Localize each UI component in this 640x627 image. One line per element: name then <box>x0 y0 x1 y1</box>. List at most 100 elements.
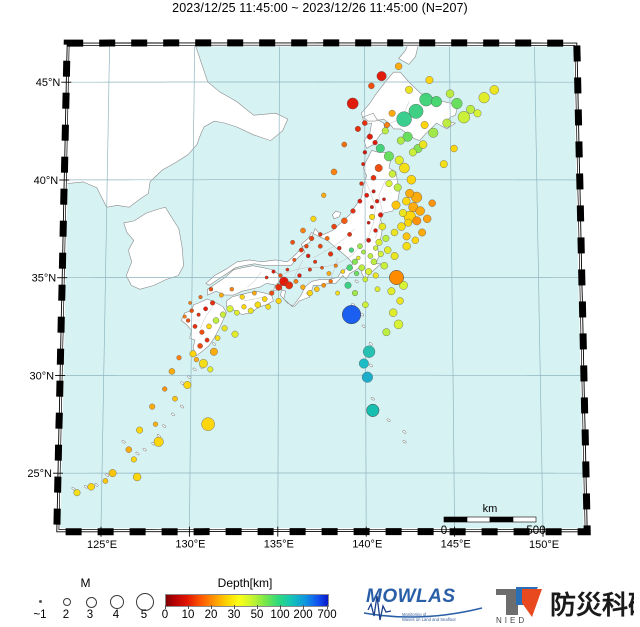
earthquake-marker[interactable] <box>375 143 385 153</box>
earthquake-marker[interactable] <box>442 118 452 128</box>
earthquake-marker[interactable] <box>357 243 363 249</box>
earthquake-marker[interactable] <box>153 436 164 447</box>
earthquake-marker[interactable] <box>381 127 389 135</box>
earthquake-marker[interactable] <box>199 329 205 335</box>
earthquake-marker[interactable] <box>396 136 405 145</box>
earthquake-marker[interactable] <box>341 141 348 148</box>
earthquake-marker[interactable] <box>396 297 404 305</box>
earthquake-marker[interactable] <box>102 478 109 484</box>
earthquake-marker[interactable] <box>285 281 294 290</box>
earthquake-marker[interactable] <box>321 282 327 288</box>
earthquake-marker[interactable] <box>389 308 398 317</box>
earthquake-marker[interactable] <box>423 214 432 223</box>
earthquake-marker[interactable] <box>136 426 144 434</box>
earthquake-marker[interactable] <box>203 306 208 312</box>
earthquake-marker[interactable] <box>331 223 337 230</box>
earthquake-marker[interactable] <box>404 218 413 227</box>
earthquake-marker[interactable] <box>275 283 283 291</box>
earthquake-marker[interactable] <box>344 281 352 289</box>
earthquake-marker[interactable] <box>125 446 133 453</box>
earthquake-marker[interactable] <box>234 309 240 316</box>
earthquake-marker[interactable] <box>415 206 425 216</box>
earthquake-marker[interactable] <box>130 456 137 463</box>
earthquake-marker[interactable] <box>185 318 191 323</box>
earthquake-marker[interactable] <box>313 259 318 264</box>
earthquake-marker[interactable] <box>357 198 363 204</box>
earthquake-marker[interactable] <box>425 76 434 84</box>
earthquake-marker[interactable] <box>430 96 442 108</box>
earthquake-marker[interactable] <box>405 85 413 94</box>
earthquake-marker[interactable] <box>489 85 499 95</box>
earthquake-marker[interactable] <box>412 216 422 226</box>
earthquake-marker[interactable] <box>278 273 283 278</box>
earthquake-marker[interactable] <box>384 246 392 254</box>
earthquake-marker[interactable] <box>385 180 393 188</box>
earthquake-marker[interactable] <box>212 317 220 324</box>
earthquake-marker[interactable] <box>402 232 411 241</box>
earthquake-marker[interactable] <box>394 155 404 165</box>
earthquake-marker[interactable] <box>264 275 269 280</box>
earthquake-marker[interactable] <box>399 209 407 217</box>
earthquake-marker[interactable] <box>378 222 387 231</box>
earthquake-marker[interactable] <box>328 279 333 284</box>
earthquake-marker[interactable] <box>261 296 268 302</box>
earthquake-marker[interactable] <box>252 290 257 296</box>
earthquake-marker[interactable] <box>439 160 448 169</box>
earthquake-marker[interactable] <box>271 269 276 274</box>
earthquake-marker[interactable] <box>300 227 306 234</box>
earthquake-marker[interactable] <box>87 483 95 491</box>
earthquake-marker[interactable] <box>247 307 254 314</box>
earthquake-marker[interactable] <box>351 258 358 265</box>
earthquake-marker[interactable] <box>292 257 297 262</box>
earthquake-marker[interactable] <box>358 358 369 369</box>
earthquake-marker[interactable] <box>304 244 309 249</box>
earthquake-marker[interactable] <box>369 205 374 210</box>
earthquake-marker[interactable] <box>402 242 411 251</box>
earthquake-marker[interactable] <box>229 287 234 292</box>
earthquake-marker[interactable] <box>328 251 334 257</box>
earthquake-marker[interactable] <box>408 148 417 157</box>
earthquake-marker[interactable] <box>418 228 427 237</box>
earthquake-marker[interactable] <box>326 271 332 276</box>
earthquake-marker[interactable] <box>419 92 433 107</box>
earthquake-marker[interactable] <box>402 197 411 206</box>
earthquake-marker[interactable] <box>377 251 384 257</box>
earthquake-marker[interactable] <box>371 189 376 194</box>
earthquake-marker[interactable] <box>192 324 198 329</box>
earthquake-markers[interactable] <box>73 62 499 497</box>
earthquake-marker[interactable] <box>176 355 182 361</box>
earthquake-marker[interactable] <box>387 287 396 296</box>
earthquake-marker[interactable] <box>298 247 304 253</box>
earthquake-marker[interactable] <box>354 270 360 277</box>
earthquake-marker[interactable] <box>210 300 216 306</box>
earthquake-marker[interactable] <box>368 82 375 90</box>
earthquake-marker[interactable] <box>393 183 402 192</box>
earthquake-marker[interactable] <box>317 243 323 249</box>
earthquake-marker[interactable] <box>306 253 311 259</box>
earthquake-marker[interactable] <box>388 109 396 117</box>
earthquake-marker[interactable] <box>402 131 413 142</box>
earthquake-marker[interactable] <box>265 304 271 310</box>
earthquake-marker[interactable] <box>73 489 81 497</box>
earthquake-marker[interactable] <box>220 311 226 318</box>
earthquake-marker[interactable] <box>361 371 373 383</box>
earthquake-marker[interactable] <box>314 286 320 292</box>
earthquake-marker[interactable] <box>466 104 476 114</box>
earthquake-marker[interactable] <box>275 297 282 304</box>
earthquake-marker[interactable] <box>318 232 323 237</box>
earthquake-marker[interactable] <box>206 323 212 330</box>
earthquake-marker[interactable] <box>450 144 458 153</box>
earthquake-marker[interactable] <box>373 228 378 233</box>
earthquake-marker[interactable] <box>384 122 390 128</box>
earthquake-marker[interactable] <box>152 421 159 427</box>
earthquake-marker[interactable] <box>388 170 397 178</box>
earthquake-marker[interactable] <box>162 386 168 392</box>
earthquake-marker[interactable] <box>189 350 197 358</box>
earthquake-marker[interactable] <box>352 290 358 297</box>
earthquake-marker[interactable] <box>356 255 361 261</box>
earthquake-marker[interactable] <box>350 208 356 214</box>
earthquake-marker[interactable] <box>375 238 383 246</box>
earthquake-marker[interactable] <box>149 403 156 410</box>
earthquake-marker-highlight[interactable] <box>366 403 380 417</box>
earthquake-marker[interactable] <box>340 269 345 274</box>
